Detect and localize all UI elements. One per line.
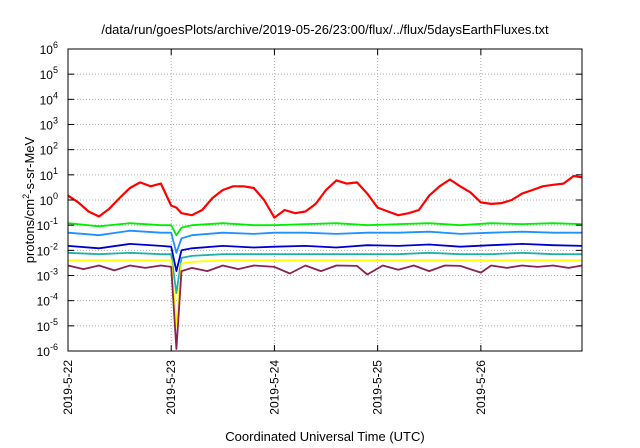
series-line-3 xyxy=(67,229,582,254)
y-tick-label: 101 xyxy=(40,166,58,183)
y-tick-label: 100 xyxy=(40,191,58,208)
plot-frame xyxy=(67,48,583,352)
x-tick-label: 2019-5-22 xyxy=(61,360,75,415)
x-tick-label: 2019-5-26 xyxy=(474,360,488,415)
y-tick-label: 10-2 xyxy=(37,241,58,258)
y-tick-label: 106 xyxy=(40,40,58,57)
series-line-4 xyxy=(67,242,583,273)
y-tick-label: 102 xyxy=(40,141,58,158)
series-line-6 xyxy=(68,259,582,327)
y-tick-label: 10-6 xyxy=(37,342,58,359)
x-tick-label: 2019-5-24 xyxy=(267,360,281,415)
x-tick-label: 2019-5-25 xyxy=(371,360,385,415)
y-tick-label: 10-3 xyxy=(37,267,58,284)
y-axis-label: protons/cm2-s-sr-MeV xyxy=(21,136,37,263)
chart-title: /data/run/goesPlots/archive/2019-05-26/2… xyxy=(101,22,549,37)
series-line-7 xyxy=(67,264,583,350)
series-line-1 xyxy=(67,174,583,219)
y-axis-ticks: 10-6 10-5 10-4 10-3 10-2 10-1 100 101 102 103 104 1… xyxy=(37,40,582,359)
series-lines xyxy=(67,174,583,350)
x-axis-label: Coordinated Universal Time (UTC) xyxy=(225,429,424,444)
x-axis-ticks: 2019-5-22 2019-5-23 2019-5-24 2019-5-25 2019… xyxy=(61,49,488,415)
y-tick-label: 104 xyxy=(40,90,58,107)
y-tick-label: 103 xyxy=(40,116,58,133)
y-tick-label: 10-4 xyxy=(37,292,58,309)
series-line-5 xyxy=(67,251,582,295)
series-line-2 xyxy=(67,222,583,237)
y-tick-label: 10-1 xyxy=(37,216,58,233)
grid xyxy=(68,49,582,351)
y-tick-label: 10-5 xyxy=(37,317,58,334)
x-tick-label: 2019-5-23 xyxy=(164,360,178,415)
y-tick-label: 105 xyxy=(40,65,58,82)
